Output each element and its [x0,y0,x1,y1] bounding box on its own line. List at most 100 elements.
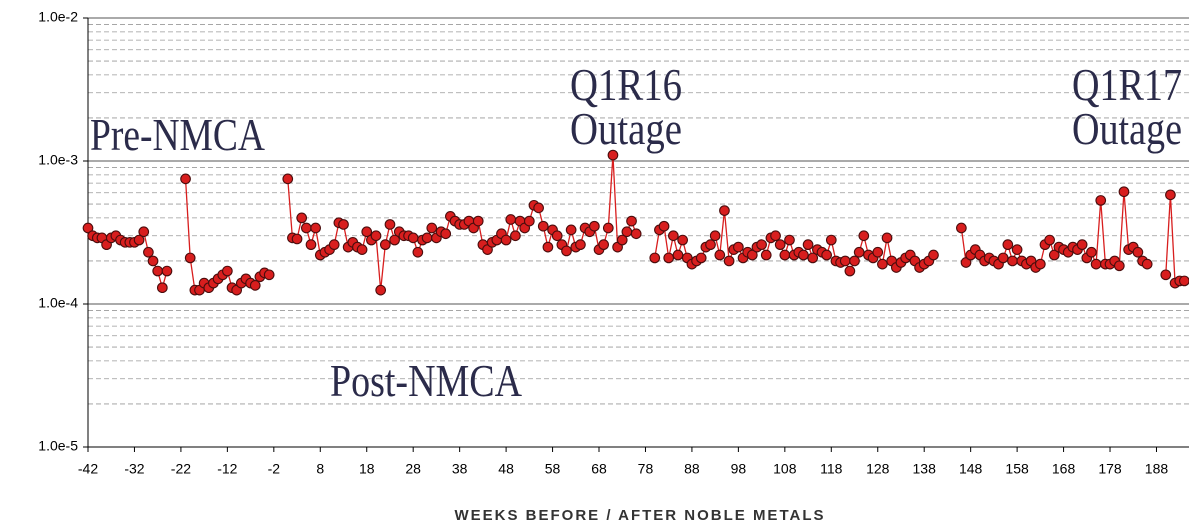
data-point [263,269,275,281]
data-point [561,245,572,257]
x-tick-label: 128 [866,461,890,477]
data-point [677,234,688,246]
data-point [881,232,893,244]
data-point [709,230,721,242]
data-point [575,239,586,251]
data-point [1141,258,1153,270]
x-tick-label: 148 [959,461,983,477]
data-point [807,252,819,264]
data-point [412,246,424,258]
y-tick-label: 1.0e-4 [38,295,78,311]
data-point [844,265,856,277]
x-tick-label: 38 [452,461,468,477]
data-point [180,173,191,185]
data-point [1095,195,1107,206]
x-tick-label: -2 [268,461,281,477]
data-point [649,252,661,264]
data-point [147,255,159,267]
x-tick-label: 108 [773,461,797,477]
data-point [440,228,452,240]
x-tick-label: 18 [359,461,375,477]
x-tick-label: 68 [591,461,607,477]
x-tick-label: -32 [124,461,144,477]
data-point [296,212,308,224]
x-tick-label: 138 [913,461,937,477]
data-point [784,234,795,246]
annotation: Outage [570,103,682,154]
data-point [249,280,261,291]
data-point [1007,255,1018,267]
data-point [825,234,837,246]
data-point [1076,239,1088,251]
data-point [138,226,150,238]
data-point [1113,260,1125,272]
data-point [956,222,967,234]
data-point [877,258,888,270]
data-point [616,234,628,246]
data-point [589,220,600,232]
data-point [1002,239,1014,251]
data-point [328,239,340,251]
x-axis-label: WEEKS BEFORE / AFTER NOBLE METALS [454,507,825,524]
data-point [143,246,154,258]
data-point [626,215,637,227]
x-tick-label: 78 [638,461,654,477]
data-point [161,265,173,277]
data-point [658,220,670,232]
data-point [305,239,317,251]
annotation: Outage [1072,103,1182,154]
data-point [384,219,396,230]
data-point [370,230,382,242]
data-point [723,255,735,267]
data-point [1086,246,1097,258]
data-point [667,230,679,242]
data-point [361,226,373,238]
data-point [1011,244,1023,255]
data-point [756,239,767,251]
data-point [621,226,633,238]
data-point [858,230,870,242]
data-point [663,252,675,264]
data-point [746,249,758,261]
y-tick-label: 1.0e-3 [38,152,78,168]
data-point [523,215,535,227]
data-point [733,241,744,253]
x-tick-label: -42 [78,461,98,477]
data-point [1034,258,1046,270]
data-point [1090,258,1102,270]
data-point [133,234,145,246]
x-tick-label: 158 [1005,461,1029,477]
data-point [705,239,716,251]
series-line [1165,194,1185,285]
data-point [872,246,884,258]
data-point [714,249,726,261]
data-point [291,233,303,245]
data-point [779,249,791,261]
x-tick-label: 188 [1145,461,1169,477]
data-point [389,234,400,246]
data-point [849,255,860,267]
data-point [426,222,438,234]
x-tick-label: 8 [316,461,324,477]
annotation: Post-NMCA [330,355,522,406]
data-point [1179,275,1189,287]
x-tick-label: -22 [171,461,191,477]
data-point [1132,246,1144,258]
data-point [421,232,433,244]
data-point [839,255,851,267]
data-point [510,230,521,242]
data-point [551,230,563,242]
data-point [310,222,321,234]
data-point [407,232,419,244]
data-point [719,205,730,216]
data-point [82,222,94,234]
x-tick-label: -12 [217,461,237,477]
data-point [505,214,517,225]
x-tick-label: 178 [1098,461,1122,477]
data-point [1160,269,1172,281]
data-point [356,244,368,255]
data-point [997,252,1009,264]
data-point [798,249,809,261]
data-point [695,252,707,264]
